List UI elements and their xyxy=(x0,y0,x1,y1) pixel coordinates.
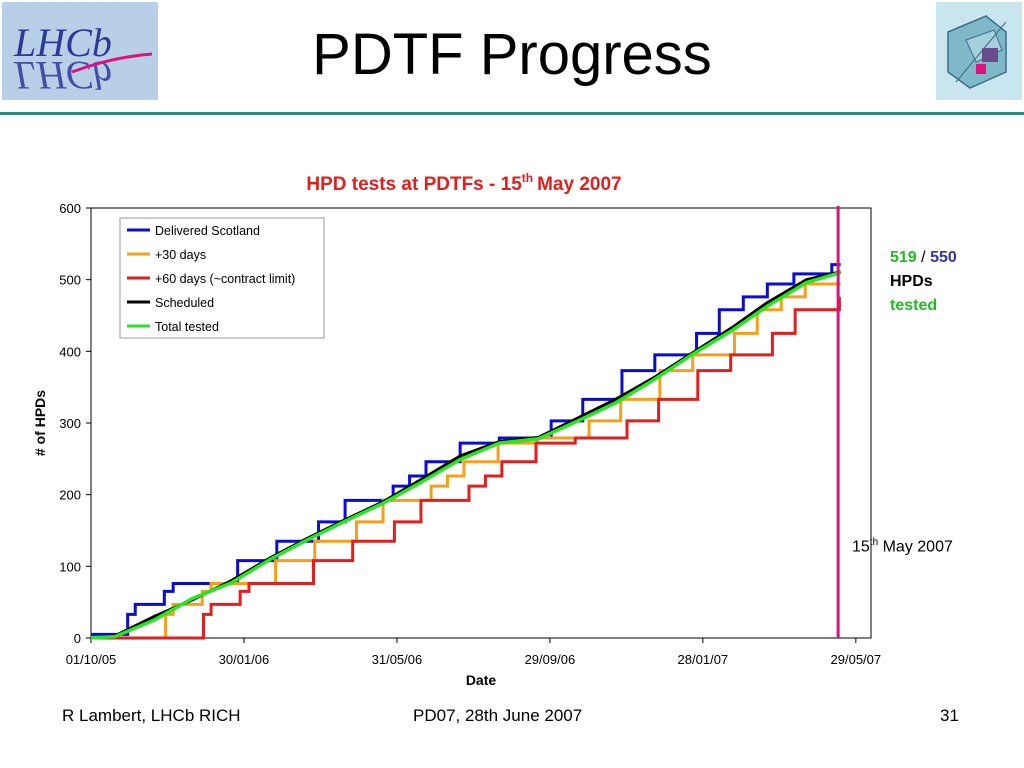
date-marker-rest: May 2007 xyxy=(882,538,953,556)
svg-text:LHCb: LHCb xyxy=(13,53,112,98)
series-line-1 xyxy=(91,263,841,636)
x-tick-label: 31/05/06 xyxy=(372,652,423,667)
y-tick-label: 400 xyxy=(59,344,81,359)
tested-count: 519 xyxy=(890,249,917,266)
axis-ticks: 0 100 200 300 400 500 600 01/10/05 30/01/06 31/05… xyxy=(59,201,881,667)
x-tick-label: 30/01/06 xyxy=(219,652,270,667)
lhcb-logo-graphic: LHCb LHCb xyxy=(2,2,158,100)
progress-chart: HPD tests at PDTFs - 15th May 2007 010020… xyxy=(32,171,881,688)
legend-box xyxy=(119,217,325,339)
x-tick-label: 29/05/07 xyxy=(831,652,882,667)
legend-entry: Total tested xyxy=(155,320,219,334)
y-axis-label: # of HPDs xyxy=(32,390,48,456)
rich-detector-graphic xyxy=(936,2,1022,100)
chart-title-main: HPD tests at PDTFs - 15 xyxy=(306,174,522,195)
tested-summary-line2: HPDs xyxy=(890,273,933,290)
tested-summary: 519 / 550 HPDs tested xyxy=(890,246,957,318)
chart-legend: Delivered Scotland +30 days +60 days (~con… xyxy=(119,217,325,339)
footer-page-number: 31 xyxy=(940,706,959,725)
title-divider xyxy=(0,112,1024,115)
legend-entry: Scheduled xyxy=(155,296,214,310)
footer-event: PD07, 28th June 2007 xyxy=(413,706,583,725)
y-tick-label: 300 xyxy=(59,416,81,431)
series-lines xyxy=(90,263,842,640)
y-tick-label: 200 xyxy=(59,488,81,503)
series-line-3 xyxy=(91,296,841,640)
chart-title-sup: th xyxy=(522,171,533,185)
footer-author: R Lambert, LHCb RICH xyxy=(62,706,241,725)
y-tick-label: 600 xyxy=(59,201,81,216)
date-marker-label: 15th May 2007 xyxy=(852,537,953,556)
y-tick-label: 100 xyxy=(59,559,81,574)
x-axis-label: Date xyxy=(466,672,497,688)
date-marker-day: 15 xyxy=(852,538,870,556)
chart-title-tail: May 2007 xyxy=(537,174,622,195)
y-tick-label: 500 xyxy=(59,273,81,288)
count-separator: / xyxy=(921,249,926,266)
slide-title: PDTF Progress xyxy=(312,22,712,87)
series-line-5 xyxy=(90,270,842,640)
legend-entry: Delivered Scotland xyxy=(155,224,260,238)
rich-detector-logo xyxy=(936,2,1022,100)
x-tick-label: 29/09/06 xyxy=(525,652,576,667)
legend-entry: +60 days (~contract limit) xyxy=(155,272,295,286)
date-marker-suffix: th xyxy=(869,537,879,548)
y-tick-label: 0 xyxy=(74,631,81,646)
lhcb-logo: LHCb LHCb xyxy=(2,2,158,100)
x-tick-label: 28/01/07 xyxy=(678,652,729,667)
legend-entry: +30 days xyxy=(155,248,206,262)
lhcb-logo-text: LHCb xyxy=(13,20,112,65)
tested-summary-line3: tested xyxy=(890,297,938,314)
x-tick-label: 01/10/05 xyxy=(66,652,117,667)
total-count: 550 xyxy=(930,249,957,266)
tested-summary-line1: 519 / 550 xyxy=(890,246,957,270)
chart-title: HPD tests at PDTFs - 15th May 2007 xyxy=(306,171,621,195)
